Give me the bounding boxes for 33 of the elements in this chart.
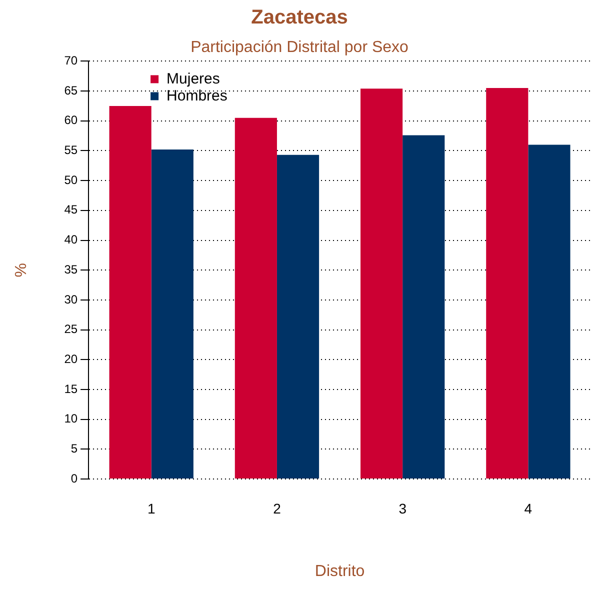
bar <box>234 118 277 478</box>
y-tick-label: 45 <box>64 202 78 217</box>
legend-label: Mujeres <box>166 70 220 88</box>
chart-title: Zacatecas <box>251 6 348 29</box>
y-tick-label: 10 <box>64 412 78 426</box>
y-tick-label: 30 <box>64 292 78 306</box>
y-tick-label: 35 <box>64 262 78 276</box>
y-tick-label: 40 <box>64 232 78 247</box>
bar <box>486 88 528 478</box>
chart-subtitle: Participación Distrital por Sexo <box>190 39 409 56</box>
bar <box>151 150 194 478</box>
y-tick-label: 60 <box>64 113 78 128</box>
y-tick-label: 50 <box>64 172 78 187</box>
legend-label: Hombres <box>166 87 228 104</box>
y-tick-label: 55 <box>64 143 78 158</box>
y-tick-label: 15 <box>64 382 78 396</box>
x-axis-title: Distrito <box>314 562 365 580</box>
x-tick-label: 4 <box>524 500 532 516</box>
bar <box>528 144 570 478</box>
bar <box>109 106 152 478</box>
x-tick-label: 1 <box>147 500 156 516</box>
bar <box>402 135 445 478</box>
y-tick-label: 0 <box>70 471 78 486</box>
bar <box>360 88 403 478</box>
y-tick-label: 70 <box>64 54 78 68</box>
y-axis-title: % <box>13 262 30 278</box>
x-tick-label: 2 <box>273 500 282 516</box>
y-tick-label: 25 <box>64 322 78 336</box>
bar <box>276 154 320 478</box>
x-tick-label: 3 <box>398 500 407 516</box>
y-tick-label: 20 <box>64 352 78 366</box>
y-tick-label: 5 <box>70 441 78 456</box>
y-tick-label: 65 <box>64 83 78 98</box>
